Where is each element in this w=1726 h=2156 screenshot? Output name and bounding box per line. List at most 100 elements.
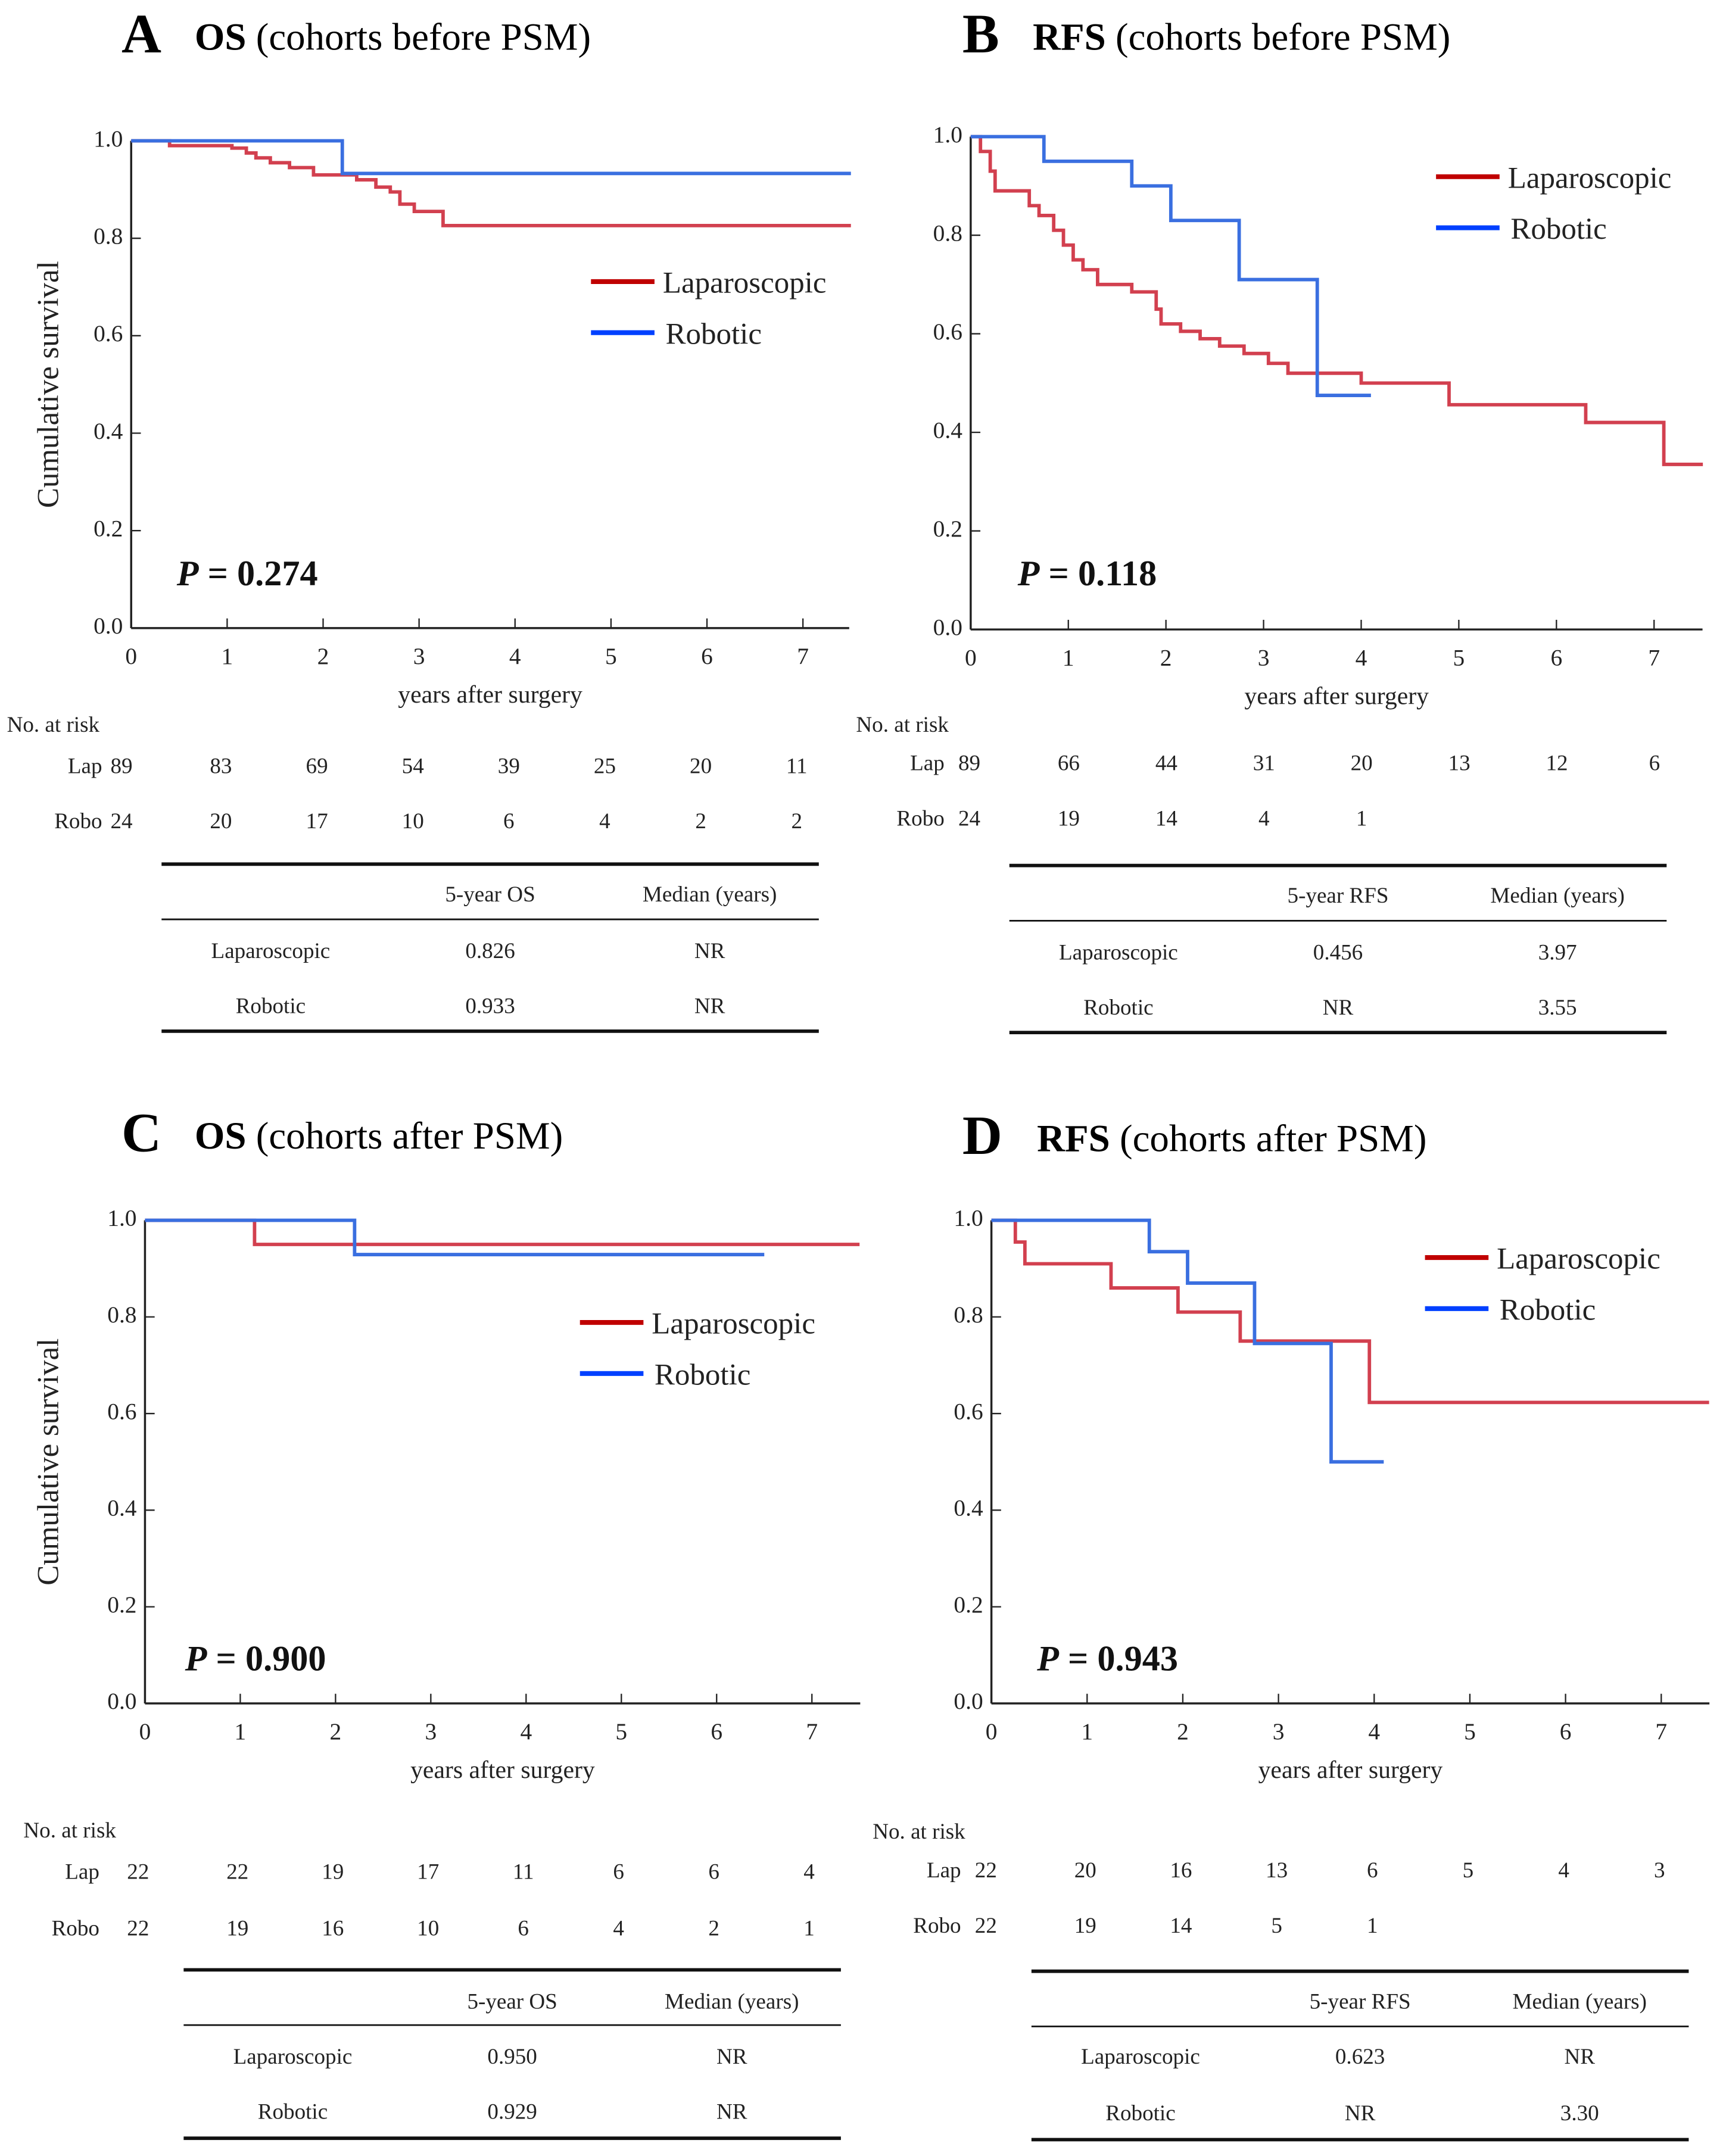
x-tick-label: 5 [605, 643, 617, 669]
p-number: = 0.943 [1059, 1639, 1178, 1678]
risk-count: 89 [110, 754, 132, 778]
x-tick-label: 5 [1453, 644, 1465, 670]
x-tick-label: 1 [222, 643, 233, 669]
y-tick-label: 0.0 [107, 1688, 136, 1714]
panel-title-rest: (cohorts before PSM) [1106, 15, 1451, 58]
x-tick-label: 5 [615, 1718, 627, 1745]
p-number: = 0.118 [1039, 554, 1157, 594]
table-cell: NR [1345, 2101, 1376, 2126]
risk-lap-label: Lap [68, 754, 102, 778]
x-tick-label: 2 [317, 643, 329, 669]
p-value: P = 0.943 [1036, 1639, 1178, 1678]
panel-title-rest: (cohorts after PSM) [1110, 1118, 1427, 1160]
table-cell: NR [716, 2045, 747, 2069]
x-tick-label: 0 [986, 1718, 998, 1745]
risk-count: 16 [322, 1916, 344, 1940]
risk-count: 83 [210, 754, 232, 778]
panel-title: OS (cohorts after PSM) [195, 1115, 563, 1157]
x-tick-label: 3 [1258, 644, 1270, 670]
p-label: P [1017, 554, 1040, 594]
table-cell: NR [694, 939, 725, 963]
table-row-label: Laparoscopic [211, 939, 331, 963]
table-header-median: Median (years) [665, 1989, 799, 2014]
x-tick-label: 0 [125, 643, 137, 669]
p-label: P [1036, 1639, 1060, 1678]
risk-count: 2 [791, 809, 802, 834]
panel-letter: A [121, 4, 161, 65]
risk-count: 1 [803, 1916, 815, 1940]
risk-count: 31 [1253, 751, 1275, 776]
legend-lap-label: Laparoscopic [1497, 1243, 1660, 1276]
table-row-label: Laparoscopic [1059, 940, 1178, 965]
x-tick-label: 2 [1160, 644, 1172, 670]
table-cell: 0.950 [487, 2045, 537, 2069]
y-tick-label: 0.0 [933, 614, 962, 640]
risk-count: 10 [417, 1916, 439, 1940]
risk-robo-label: Robo [913, 1914, 961, 1938]
risk-title: No. at risk [856, 713, 949, 737]
table-header-median: Median (years) [1490, 884, 1624, 908]
risk-robo-label: Robo [52, 1916, 99, 1940]
legend-lap-label: Laparoscopic [1508, 161, 1672, 195]
risk-count: 2 [695, 809, 706, 834]
risk-count: 10 [402, 809, 424, 834]
laparoscopic-curve [145, 1218, 860, 1246]
risk-count: 44 [1155, 751, 1177, 776]
table-cell: NR [694, 994, 725, 1019]
laparoscopic-curve [131, 139, 851, 227]
panel-title: RFS (cohorts before PSM) [1033, 15, 1450, 58]
x-axis-label: years after surgery [1258, 1756, 1443, 1784]
risk-count: 1 [1367, 1914, 1378, 1938]
p-label: P [176, 554, 200, 594]
legend-lap-label: Laparoscopic [663, 267, 827, 300]
y-axis-label: Cumulative survival [32, 261, 65, 508]
x-axis-label: years after surgery [398, 681, 582, 709]
table-row-label: Robotic [1083, 996, 1153, 1020]
risk-count: 20 [210, 809, 232, 834]
risk-count: 69 [306, 754, 328, 778]
p-value: P = 0.274 [176, 554, 318, 594]
panel-title-rest: (cohorts before PSM) [246, 15, 591, 58]
risk-count: 22 [226, 1859, 248, 1884]
legend-robo-label: Robotic [655, 1358, 751, 1391]
table-cell: 0.826 [465, 939, 515, 963]
risk-count: 25 [594, 754, 616, 778]
x-tick-label: 4 [1356, 644, 1367, 670]
risk-count: 16 [1170, 1858, 1192, 1883]
x-tick-label: 3 [425, 1718, 437, 1745]
x-tick-label: 7 [797, 643, 809, 669]
legend-robo-label: Robotic [1500, 1293, 1596, 1327]
legend-robo-label: Robotic [665, 317, 762, 351]
panel-c: C OS (cohorts after PSM) 0.0 0.2 0.4 0.6 0.8 1.… [23, 1103, 861, 2141]
risk-count: 54 [402, 754, 424, 778]
x-tick-label: 7 [1655, 1718, 1667, 1745]
risk-count: 17 [306, 809, 328, 834]
panel-d: D RFS (cohorts after PSM) 0.0 0.2 0.4 0.6 0.8 1… [873, 1105, 1710, 2142]
x-tick-label: 7 [806, 1718, 818, 1745]
table-cell: 0.456 [1313, 940, 1363, 965]
y-tick-label: 0.2 [933, 516, 962, 542]
y-tick-label: 0.2 [107, 1592, 136, 1618]
x-tick-label: 5 [1464, 1718, 1476, 1745]
panel-title-rest: (cohorts after PSM) [246, 1115, 563, 1157]
table-cell: 3.55 [1538, 996, 1577, 1020]
risk-count: 4 [1558, 1858, 1569, 1883]
panel-a: A OS (cohorts before PSM) 0.0 0.2 0.4 0.6 0.8 1… [7, 4, 851, 1033]
legend-lap-label: Laparoscopic [652, 1308, 815, 1341]
table-cell: 0.929 [487, 2100, 537, 2124]
y-tick-label: 0.4 [94, 418, 123, 444]
x-tick-label: 4 [520, 1718, 532, 1745]
risk-count: 6 [1367, 1858, 1378, 1883]
y-tick-label: 0.8 [107, 1302, 136, 1328]
y-tick-label: 0.8 [933, 220, 962, 246]
risk-count: 5 [1271, 1914, 1282, 1938]
risk-count: 39 [498, 754, 520, 778]
p-label: P [185, 1639, 208, 1678]
table-row-label: Robotic [258, 2100, 328, 2124]
risk-count: 20 [1074, 1858, 1096, 1883]
x-tick-label: 0 [139, 1718, 151, 1745]
panel-letter: D [962, 1105, 1002, 1166]
p-number: = 0.900 [207, 1639, 326, 1678]
risk-count: 22 [975, 1858, 997, 1883]
